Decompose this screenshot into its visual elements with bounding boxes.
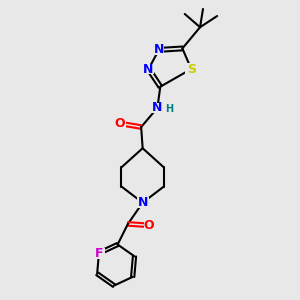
- FancyBboxPatch shape: [93, 248, 104, 259]
- FancyBboxPatch shape: [151, 103, 164, 113]
- Text: N: N: [152, 101, 163, 114]
- FancyBboxPatch shape: [153, 45, 164, 55]
- Text: N: N: [154, 44, 164, 56]
- Text: O: O: [144, 219, 154, 232]
- Text: S: S: [187, 62, 196, 76]
- FancyBboxPatch shape: [143, 64, 154, 74]
- FancyBboxPatch shape: [185, 63, 197, 75]
- Text: F: F: [95, 247, 103, 260]
- Text: N: N: [143, 62, 154, 76]
- FancyBboxPatch shape: [137, 197, 148, 208]
- Text: H: H: [165, 104, 173, 114]
- Text: N: N: [137, 196, 148, 209]
- Text: O: O: [115, 117, 125, 130]
- FancyBboxPatch shape: [143, 220, 155, 231]
- FancyBboxPatch shape: [114, 118, 126, 129]
